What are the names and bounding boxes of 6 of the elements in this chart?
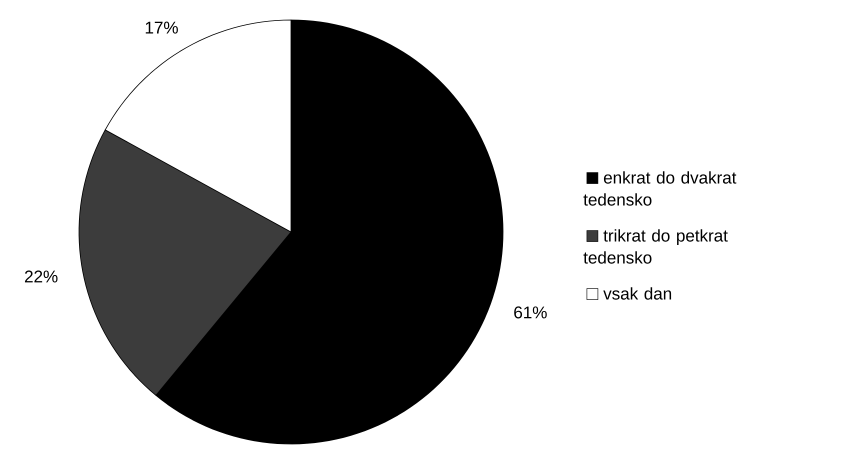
data-label: 61% [514, 306, 547, 318]
data-label: 22% [24, 270, 58, 282]
data-label: 17% [146, 22, 178, 34]
legend-label: enkrat do dvakrat tedensko [583, 171, 736, 206]
legend-label: vsak dan [603, 287, 672, 300]
legend-label: trikrat do petkrat tedensko [583, 229, 728, 264]
